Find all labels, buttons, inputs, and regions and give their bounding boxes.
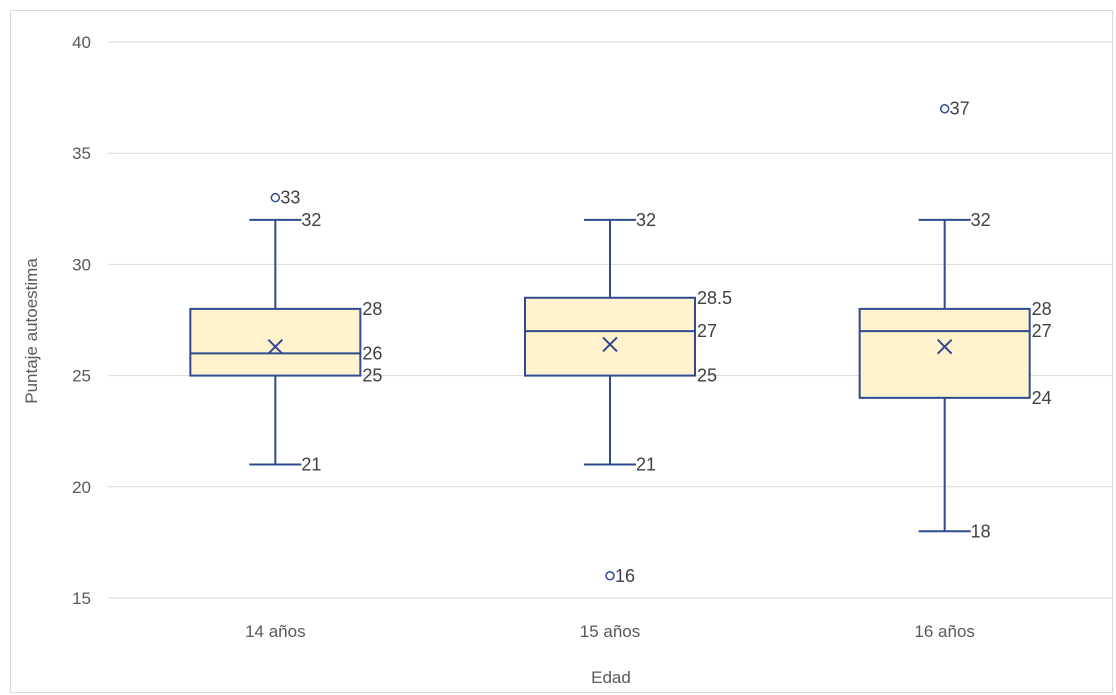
x-axis: 14 años 15 años 16 años bbox=[245, 622, 975, 641]
whisker-min-label: 21 bbox=[301, 455, 321, 475]
y-tick-label: 40 bbox=[72, 33, 91, 52]
q3-label: 28.5 bbox=[697, 288, 732, 308]
mean-marker-stroke bbox=[267, 338, 284, 355]
q1-label: 25 bbox=[697, 366, 717, 386]
box-group: 37 32 18 28 24 27 bbox=[858, 99, 1052, 541]
x-tick-label: 16 años bbox=[914, 622, 975, 641]
mean-marker-stroke bbox=[936, 338, 953, 355]
y-tick-label: 30 bbox=[72, 255, 91, 274]
mean-marker-stroke bbox=[602, 336, 618, 353]
y-tick-label: 20 bbox=[72, 478, 91, 497]
outlier-label: 37 bbox=[950, 99, 970, 119]
q3-label: 28 bbox=[1032, 299, 1052, 319]
y-tick-label: 35 bbox=[72, 144, 91, 163]
mean-marker bbox=[267, 338, 284, 355]
x-axis-title: Edad bbox=[591, 668, 631, 687]
x-tick-label: 14 años bbox=[245, 622, 306, 641]
whisker-min-label: 18 bbox=[971, 521, 991, 541]
q1-label: 24 bbox=[1032, 388, 1052, 408]
y-axis-title: Puntaje autoestima bbox=[22, 258, 41, 404]
box-iqr bbox=[858, 307, 1031, 399]
mean-marker bbox=[936, 338, 953, 355]
median-label: 26 bbox=[362, 343, 382, 363]
x-tick-label: 15 años bbox=[580, 622, 641, 641]
median-label: 27 bbox=[1032, 321, 1052, 341]
box-iqr bbox=[189, 307, 362, 377]
box-iqr bbox=[524, 296, 696, 377]
outlier-point bbox=[939, 103, 950, 114]
whisker-min-label: 21 bbox=[636, 455, 656, 475]
y-tick-label: 15 bbox=[72, 589, 91, 608]
whisker-max-label: 32 bbox=[636, 210, 656, 230]
q3-label: 28 bbox=[362, 299, 382, 319]
whisker-max-label: 32 bbox=[301, 210, 321, 230]
box-group: 16 32 21 28.5 25 27 bbox=[524, 210, 732, 586]
mean-marker bbox=[602, 336, 618, 353]
whisker-max-label: 32 bbox=[971, 210, 991, 230]
y-tick-label: 25 bbox=[72, 367, 91, 386]
outlier-point bbox=[605, 571, 615, 581]
outlier-label: 16 bbox=[615, 566, 635, 586]
q1-label: 25 bbox=[362, 366, 382, 386]
y-axis-ticks: 15 20 25 30 35 40 bbox=[72, 33, 91, 608]
median-label: 27 bbox=[697, 321, 717, 341]
outlier-label: 33 bbox=[280, 188, 300, 208]
outlier-point bbox=[270, 192, 281, 203]
chart-frame: 15 20 25 30 35 40 14 años 15 años 16 años 33 32 2… bbox=[10, 10, 1113, 693]
